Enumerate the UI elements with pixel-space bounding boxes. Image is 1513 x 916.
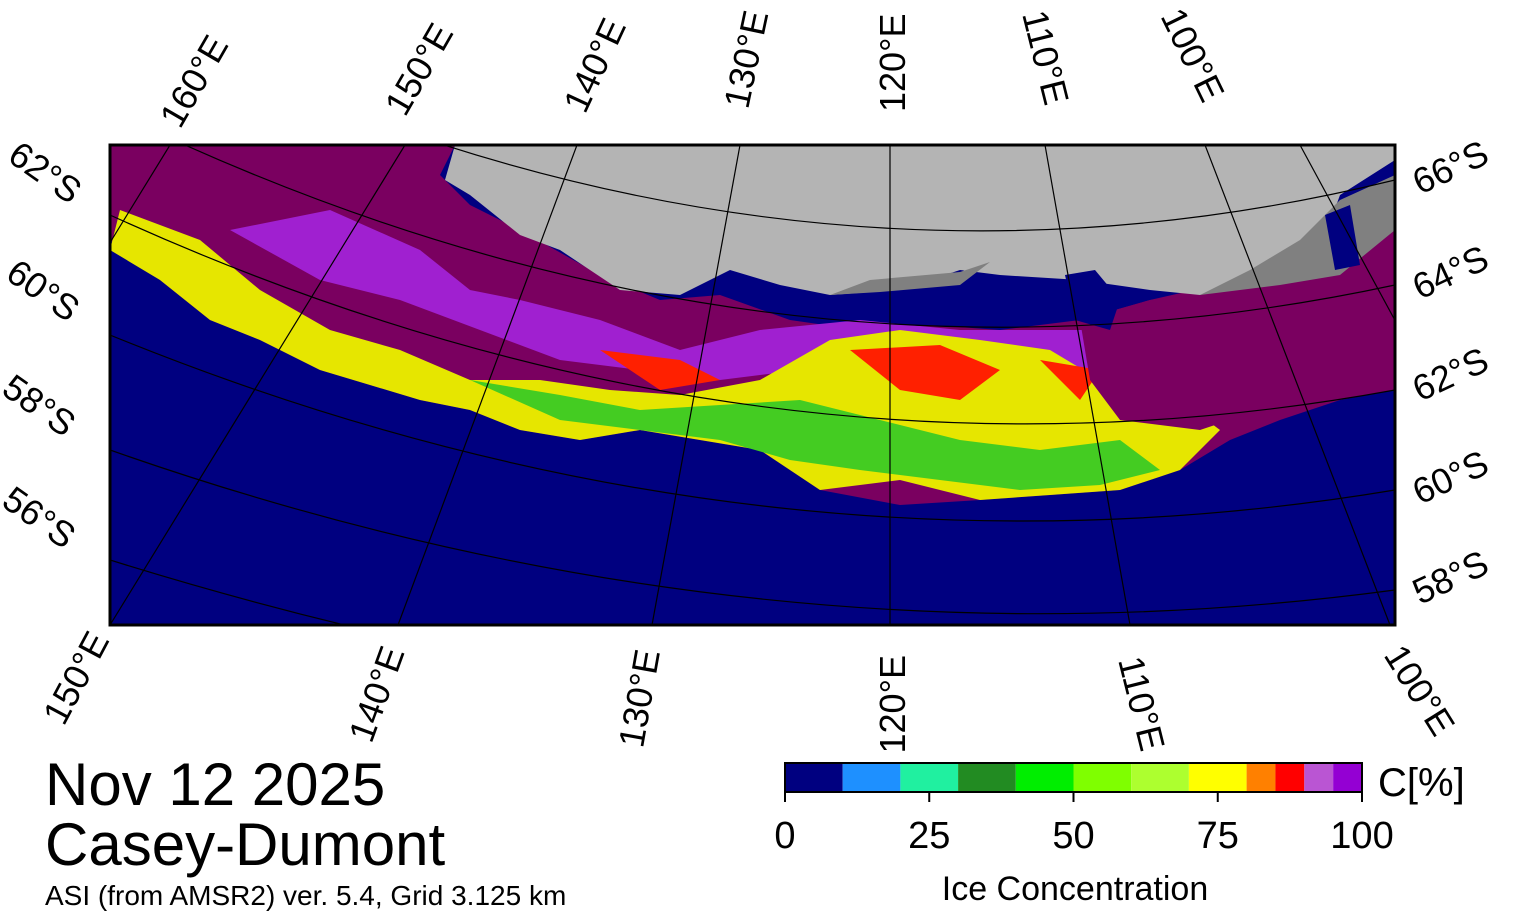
graticule-label: 150°E (376, 16, 461, 122)
graticule-label: 130°E (716, 7, 777, 112)
colorbar-bin (1304, 763, 1334, 792)
colorbar-bin (1015, 763, 1074, 792)
graticule-label: 150°E (35, 625, 117, 731)
map-frame (108, 143, 1397, 627)
region: Casey-Dumont (45, 811, 445, 878)
ice-shelf (830, 175, 1395, 295)
graticule-label: 140°E (555, 12, 634, 119)
date: Nov 12 2025 (45, 751, 385, 818)
colorbar-tick-label: 50 (1052, 815, 1094, 857)
graticule-label: 60°S (0, 251, 87, 330)
colorbar-tick-label: 25 (908, 815, 950, 857)
graticule-label: 120°E (872, 14, 913, 112)
ice-low (470, 380, 1160, 490)
colorbar-bin (842, 763, 901, 792)
colorbar-bin (1275, 763, 1305, 792)
colorbar-bin (1246, 763, 1276, 792)
graticule-label: 64°S (1406, 237, 1494, 307)
land (445, 145, 1395, 295)
source: ASI (from AMSR2) ver. 5.4, Grid 3.125 km (45, 880, 566, 911)
colorbar-bin (1188, 763, 1247, 792)
graticule-label: 160°E (151, 28, 236, 134)
colorbar-bin (1333, 763, 1362, 792)
graticule (110, 145, 1395, 625)
map-area (110, 145, 1395, 625)
colorbar-bin (900, 763, 959, 792)
colorbar-bin (1073, 763, 1132, 792)
colorbar-label: Ice Concentration (942, 870, 1209, 908)
colorbar-tick-label: 100 (1330, 815, 1393, 857)
colorbar-bin (785, 763, 843, 792)
graticule-label: 56°S (0, 478, 83, 557)
colorbar-bin (1131, 763, 1189, 792)
graticule-label: 110°E (1014, 6, 1077, 109)
ice-marginal (110, 210, 1220, 500)
colorbar-bin (958, 763, 1016, 792)
graticule-label: 110°E (1110, 652, 1173, 755)
polynya (860, 205, 1360, 330)
graticule-label: 62°S (1406, 339, 1494, 409)
graticule-label: 100°E (1376, 638, 1463, 743)
colorbar-tick-label: 75 (1197, 815, 1239, 857)
graticule-label: 62°S (1, 133, 89, 212)
colorbar-unit: C[%] (1378, 761, 1465, 805)
graticule-label: 58°S (1406, 542, 1494, 612)
graticule-label: 66°S (1406, 132, 1494, 202)
graticule-label: 60°S (1406, 442, 1494, 512)
colorbar-tick-label: 0 (774, 815, 795, 857)
graticule-label: 58°S (0, 366, 83, 445)
colorbar: 0 25 50 75 100 (774, 762, 1394, 857)
graticule-label: 120°E (872, 655, 913, 753)
ice-high (600, 345, 1100, 400)
graticule-label: 130°E (610, 646, 667, 750)
graticule-label: 140°E (340, 641, 412, 748)
graticule-label: 100°E (1153, 2, 1233, 108)
